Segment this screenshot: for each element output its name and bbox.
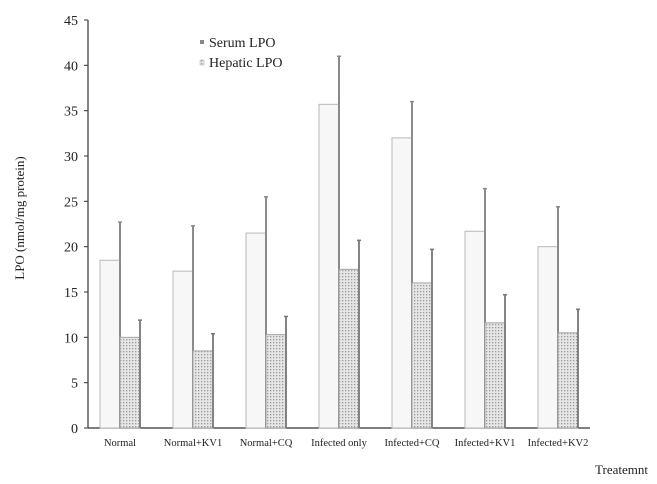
y-tick-label-6: 30 [64,150,78,165]
bar-hepatic-3 [338,268,360,429]
y-tick-label-5: 25 [64,195,78,210]
plot-area: 0 5 10 15 20 25 30 35 40 45 Normal Normal+KV1 Normal… [64,14,590,449]
y-tick-label-9: 45 [64,14,78,29]
bar-hepatic-4 [411,282,433,429]
x-tick-label-0: Normal [104,438,136,449]
y-tick-label-0: 0 [71,422,78,437]
x-tick-label-2: Normal+CQ [240,438,293,449]
x-tick-label-3: Infected only [311,438,367,449]
bar-hepatic-2 [265,334,287,429]
x-tick-label-4: Infected+CQ [385,438,440,449]
x-axis-title: Treatemnt [595,462,648,477]
legend-swatch-serum [200,40,204,44]
bar-serum-6 [537,246,559,429]
y-tick-label-3: 15 [64,286,78,301]
y-tick-label-4: 20 [64,241,78,256]
legend-label-hepatic: Hepatic LPO [209,56,282,71]
y-axis-title: LPO (nmol/mg protein) [12,156,27,280]
x-tick-label-5: Infected+KV1 [455,438,516,449]
legend: Serum LPO Hepatic LPO [199,36,282,71]
bar-hepatic-0 [119,336,141,429]
bar-hepatic-6 [557,332,579,429]
bar-serum-2 [245,232,267,429]
legend-swatch-hepatic [199,59,205,66]
y-tick-label-2: 10 [64,331,78,346]
bar-hepatic-1 [192,350,214,429]
bar-serum-0 [99,259,121,429]
y-tick-label-7: 35 [64,105,78,120]
bar-serum-1 [172,270,194,429]
x-tick-label-1: Normal+KV1 [164,438,222,449]
x-tick-label-6: Infected+KV2 [528,438,589,449]
bar-serum-3 [318,103,340,429]
bar-serum-4 [391,137,413,429]
y-tick-label-1: 5 [71,377,78,392]
bar-serum-5 [464,230,486,429]
y-tick-label-8: 40 [64,59,78,74]
legend-label-serum: Serum LPO [209,36,276,51]
bar-hepatic-5 [484,322,506,429]
